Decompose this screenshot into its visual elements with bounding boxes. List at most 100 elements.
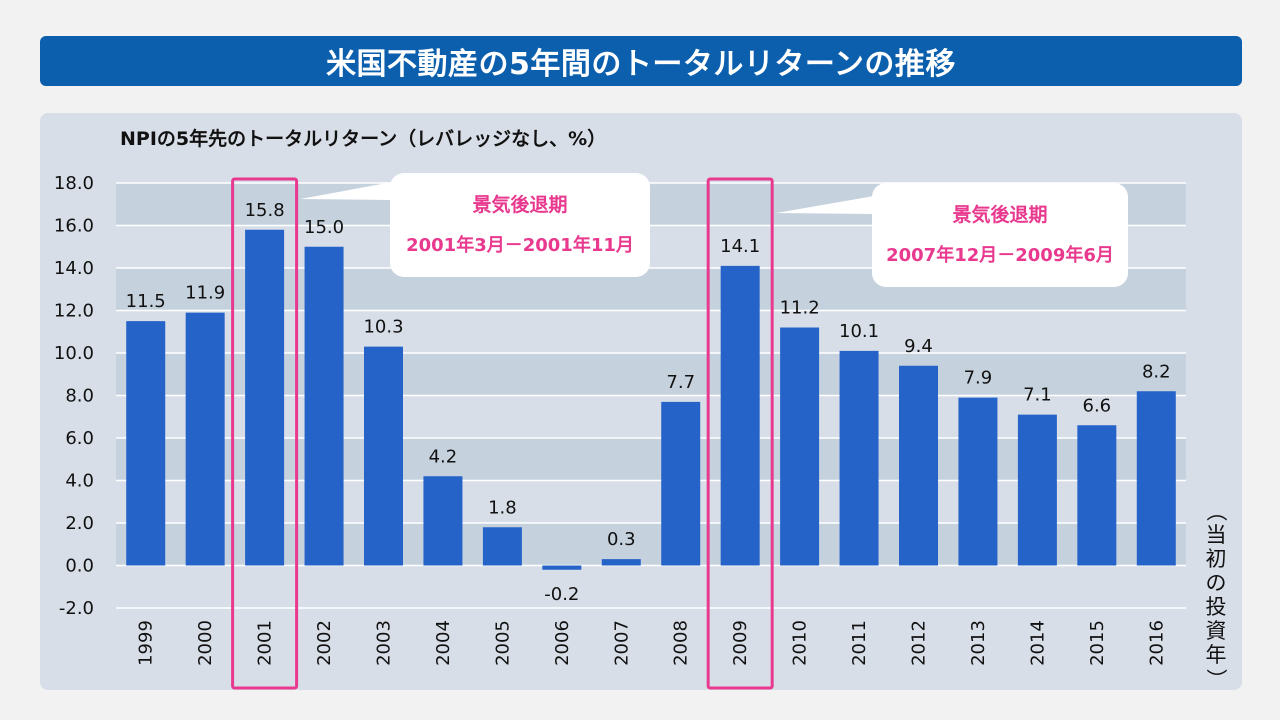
value-label: 11.9 — [185, 283, 225, 304]
x-axis-note-char: 当 — [1206, 523, 1227, 547]
value-label: 15.8 — [245, 200, 285, 221]
x-tick-label: 2015 — [1087, 620, 1108, 666]
chart-title: 米国不動産の5年間のトータルリターンの推移 — [326, 47, 956, 82]
value-label: 7.1 — [1023, 385, 1052, 406]
x-tick-label: 2008 — [671, 620, 692, 666]
x-tick-label: 1999 — [136, 620, 157, 666]
bar — [1136, 391, 1176, 566]
value-label: 10.3 — [363, 317, 403, 338]
callout-title: 景気後退期 — [472, 193, 567, 216]
y-tick-label: 2.0 — [65, 513, 94, 534]
x-tick-label: 2002 — [314, 620, 335, 666]
callout-tail — [776, 196, 874, 214]
x-axis-note-char: 資 — [1206, 619, 1227, 643]
bar — [542, 565, 582, 570]
bars — [126, 229, 1176, 570]
x-tick-label: 2013 — [968, 620, 989, 666]
callout-bubble — [390, 173, 650, 277]
x-tick-label: 2006 — [552, 620, 573, 666]
recession-callout: 景気後退期 2007年12月－2009年6月 — [776, 183, 1128, 287]
x-axis-note-char: の — [1206, 571, 1227, 595]
x-tick-label: 2016 — [1146, 620, 1167, 666]
y-tick-label: 14.0 — [54, 258, 94, 279]
callout-bubble — [872, 183, 1128, 287]
value-label: 15.0 — [304, 217, 344, 238]
value-label: 4.2 — [429, 446, 458, 467]
value-label: -0.2 — [544, 584, 579, 605]
bar — [780, 327, 820, 566]
band — [116, 438, 1186, 481]
x-tick-label: 2005 — [492, 620, 513, 666]
value-label: 1.8 — [488, 497, 517, 518]
bar — [1077, 425, 1117, 566]
bar — [126, 321, 166, 566]
recession-callout: 景気後退期 2001年3月－2001年11月 — [300, 173, 650, 277]
value-label: 7.9 — [964, 368, 993, 389]
bar — [245, 229, 285, 566]
value-labels: 11.5 11.9 15.8 15.0 10.3 4.2 1.8 -0.2 0.3 7.7 14.1… — [126, 200, 1171, 605]
value-label: 8.2 — [1142, 361, 1171, 382]
bar — [839, 350, 879, 566]
value-label: 6.6 — [1083, 395, 1112, 416]
chart-panel: NPIの5年先のトータルリターン（レバレッジなし、%） -2.0 0.0 2.0 4.… — [40, 113, 1242, 690]
bar — [720, 265, 760, 566]
bar — [364, 346, 403, 566]
bar — [482, 527, 522, 566]
value-label: 9.4 — [904, 336, 933, 357]
y-tick-label: 8.0 — [65, 386, 94, 407]
highlight-boxes — [231, 177, 774, 690]
bar — [304, 246, 344, 566]
y-tick-label: 10.0 — [54, 343, 94, 364]
callout-tail — [300, 182, 392, 200]
x-axis-note-char: 投 — [1206, 595, 1227, 619]
y-axis-ticks: -2.0 0.0 2.0 4.0 6.0 8.0 10.0 12.0 14.0 16.0 18.0 — [54, 173, 94, 619]
y-tick-label: -2.0 — [59, 598, 94, 619]
x-tick-label: 2003 — [374, 620, 395, 666]
x-tick-label: 2012 — [909, 620, 930, 666]
x-tick-label: 2014 — [1027, 620, 1048, 666]
x-axis-note-char: 初 — [1206, 547, 1227, 571]
bar — [1017, 414, 1057, 566]
x-axis-note-char: 年 — [1206, 643, 1227, 667]
x-tick-label: 2011 — [849, 620, 870, 666]
y-tick-label: 6.0 — [65, 428, 94, 449]
x-tick-label: 2001 — [255, 620, 276, 666]
y-tick-label: 4.0 — [65, 471, 94, 492]
y-tick-label: 16.0 — [54, 216, 94, 237]
y-tick-label: 0.0 — [65, 556, 94, 577]
callouts: 景気後退期2001年3月－2001年11月景気後退期2007年12月－2009年… — [300, 173, 1128, 287]
y-tick-label: 12.0 — [54, 301, 94, 322]
y-tick-label: 18.0 — [54, 173, 94, 194]
highlight-box — [706, 177, 774, 690]
x-tick-label: 2007 — [611, 620, 632, 666]
x-axis-note-char: （ — [1204, 501, 1228, 522]
bar — [601, 559, 641, 566]
bar — [899, 365, 938, 566]
callout-title: 景気後退期 — [952, 203, 1047, 226]
value-label: 10.1 — [839, 321, 879, 342]
value-label: 11.2 — [780, 298, 820, 319]
value-label: 11.5 — [126, 291, 166, 312]
callout-range: 2007年12月－2009年6月 — [886, 244, 1114, 266]
bar — [423, 476, 463, 566]
highlight-box — [231, 177, 299, 690]
x-axis-note-char: ） — [1204, 669, 1228, 690]
x-tick-label: 2010 — [790, 620, 811, 666]
value-label: 7.7 — [666, 372, 695, 393]
x-tick-label: 2000 — [195, 620, 216, 666]
band — [116, 523, 1186, 566]
value-label: 0.3 — [607, 529, 636, 550]
callout-range: 2001年3月－2001年11月 — [406, 234, 634, 256]
band — [116, 353, 1186, 396]
bar — [958, 397, 998, 566]
x-tick-label: 2009 — [730, 620, 751, 666]
bar-chart: NPIの5年先のトータルリターン（レバレッジなし、%） -2.0 0.0 2.0 4.… — [54, 127, 1228, 690]
chart-title-banner: 米国不動産の5年間のトータルリターンの推移 — [40, 36, 1242, 86]
value-label: 14.1 — [720, 236, 760, 257]
x-axis-ticks: 1999 2000 2001 2002 2003 2004 2005 2006 2007 2008… — [136, 620, 1168, 666]
chart-subtitle: NPIの5年先のトータルリターン（レバレッジなし、%） — [120, 127, 606, 150]
bar — [661, 401, 701, 566]
gridlines — [116, 182, 1186, 609]
bar — [185, 312, 225, 566]
